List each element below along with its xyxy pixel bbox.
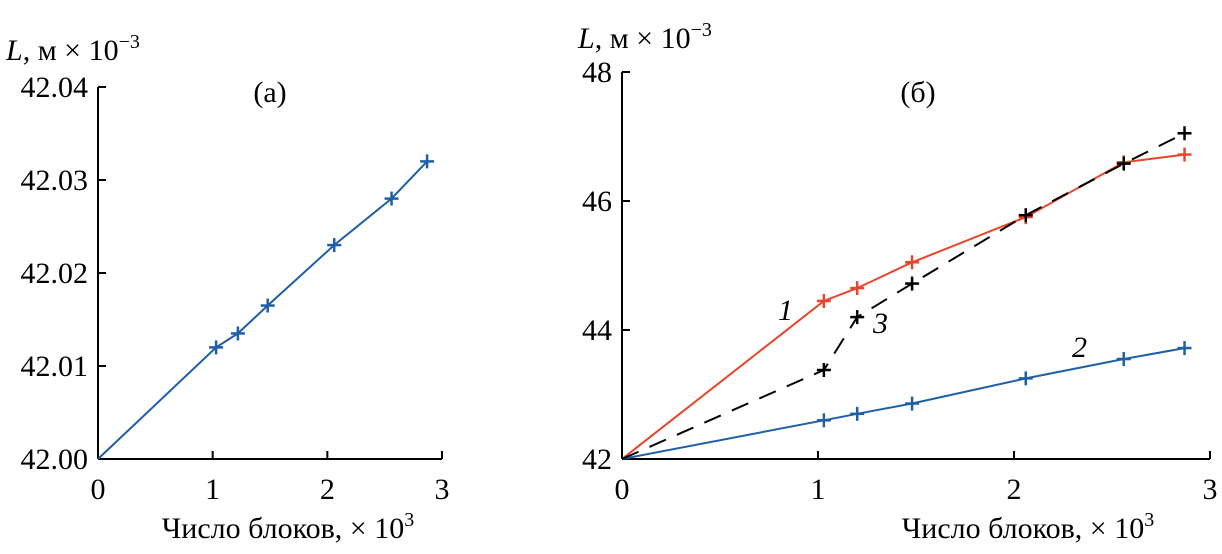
chart-b-y-tick-label: 46 (582, 185, 612, 218)
chart-a: 42.00 42.01 42.02 42.03 42.04 0 1 2 3 (а) L, м ×… (5, 31, 450, 545)
chart-b-series (621, 126, 1192, 460)
chart-b-series-3-point (850, 310, 865, 325)
chart-a-y-tick-label: 42.04 (21, 71, 89, 104)
chart-b-panel-label: (б) (900, 76, 935, 109)
chart-b-series-3-point (1116, 156, 1131, 171)
chart-b-y-tick-label: 48 (582, 56, 612, 89)
chart-a-ticks: 42.00 42.01 42.02 42.03 42.04 0 1 2 3 (21, 71, 450, 506)
chart-b-series-3-point (1018, 208, 1033, 223)
chart-b-xlabel: Число блоков, × 103 (902, 509, 1154, 545)
curve-label-2: 2 (1072, 331, 1087, 364)
chart-a-y-tick-label: 42.00 (21, 443, 89, 476)
chart-b: 42 44 46 48 0 1 2 3 (б) L, м × 10−3 Число блоко… (577, 19, 1218, 545)
chart-a-x-tick-label: 0 (91, 473, 106, 506)
chart-b-axes (621, 72, 1210, 460)
chart-b-x-tick-label: 0 (615, 473, 630, 506)
chart-b-series-1-point (850, 281, 865, 296)
chart-b-ylabel: L, м × 10−3 (577, 19, 712, 55)
chart-a-series-1-point (209, 340, 224, 355)
chart-b-ticks: 42 44 46 48 0 1 2 3 (582, 56, 1218, 506)
chart-b-x-tick-label: 1 (811, 473, 826, 506)
chart-b-series-2-point (905, 396, 920, 411)
chart-a-axes (97, 87, 442, 460)
chart-b-series-2-point (1116, 352, 1131, 367)
chart-b-series-1-line (621, 153, 1185, 460)
chart-b-series-1-point (816, 293, 831, 308)
chart-b-series-2-point (850, 406, 865, 421)
chart-a-y-tick-label: 42.01 (21, 350, 89, 383)
chart-b-series-3-point (905, 276, 920, 291)
chart-a-x-tick-label: 3 (435, 473, 450, 506)
chart-b-series-3-point (816, 362, 831, 377)
chart-b-y-tick-label: 42 (582, 443, 612, 476)
chart-a-series-1-point (384, 191, 399, 206)
chart-a-series-1-line (97, 160, 428, 460)
chart-a-series-1-point (327, 238, 342, 253)
chart-b-series-2-point (1177, 341, 1192, 356)
chart-a-series (97, 154, 435, 460)
curve-label-3: 3 (872, 307, 888, 340)
chart-b-series-3-line (621, 132, 1185, 460)
chart-b-series-1-point (1177, 147, 1192, 162)
chart-b-series-2-point (816, 413, 831, 428)
curve-label-1: 1 (778, 294, 793, 327)
chart-b-series-3-point (1177, 126, 1192, 141)
chart-a-x-tick-label: 2 (320, 473, 335, 506)
chart-a-y-tick-label: 42.03 (21, 164, 89, 197)
chart-b-series-2-line (621, 347, 1185, 460)
chart-a-series-1-point (420, 154, 435, 169)
chart-a-panel-label: (а) (253, 76, 286, 109)
chart-b-y-tick-label: 44 (582, 314, 612, 347)
chart-b-x-tick-label: 2 (1007, 473, 1022, 506)
chart-a-ylabel: L, м × 10−3 (5, 31, 140, 67)
chart-b-series-2-point (1018, 371, 1033, 386)
chart-a-xlabel: Число блоков, × 103 (162, 509, 414, 545)
chart-b-series-1-point (905, 255, 920, 270)
chart-a-y-tick-label: 42.02 (21, 257, 89, 290)
chart-a-series-1-point (230, 326, 245, 341)
chart-a-x-tick-label: 1 (205, 473, 220, 506)
chart-a-series-1-point (260, 298, 275, 313)
chart-b-x-tick-label: 3 (1203, 473, 1218, 506)
